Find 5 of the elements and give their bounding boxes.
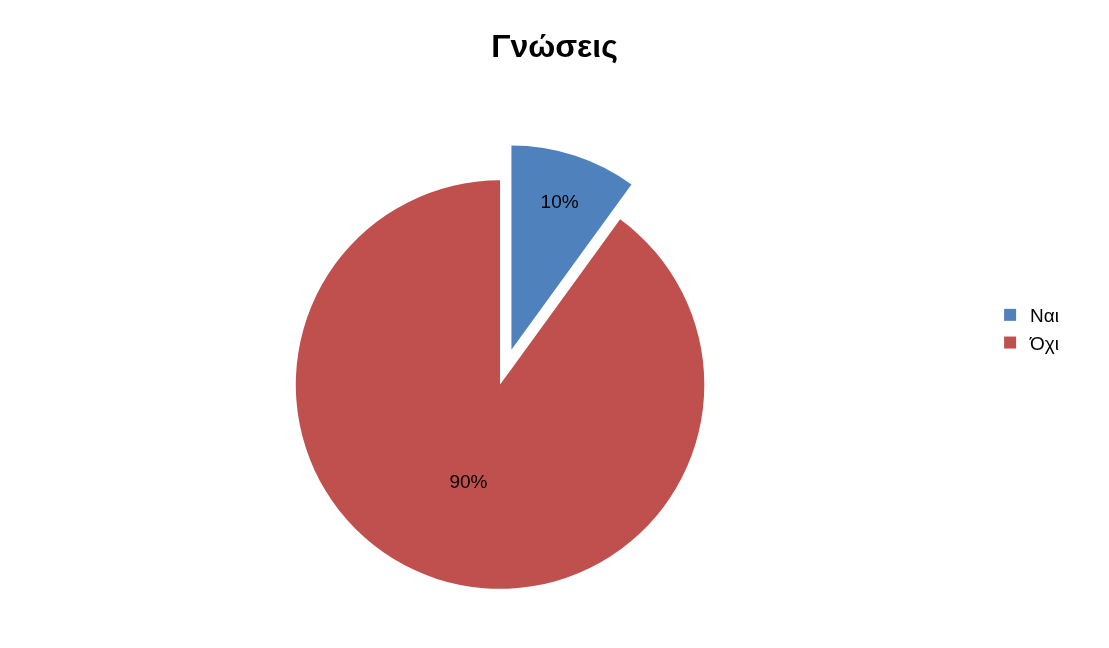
data-label: 90%: [449, 471, 488, 493]
data-label: 10%: [540, 190, 579, 212]
legend-label: Ναι: [1030, 305, 1060, 327]
chart-title: Γνώσεις: [491, 27, 618, 64]
legend-label: Όχι: [1029, 332, 1060, 354]
